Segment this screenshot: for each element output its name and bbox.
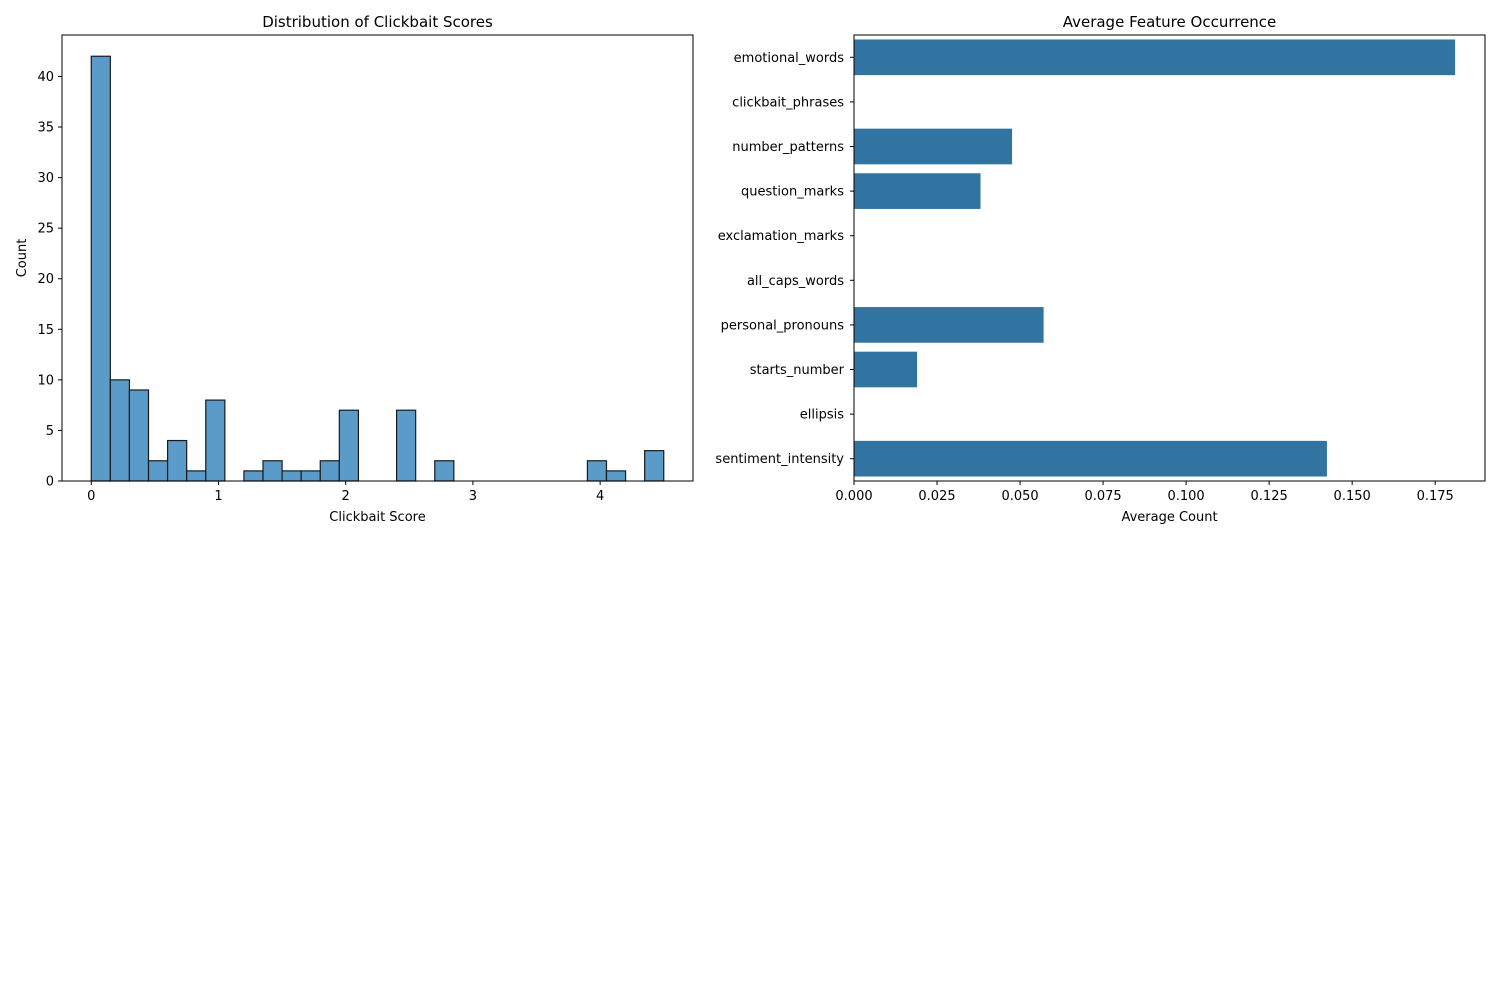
histogram-x-tick-label: 3 <box>469 489 477 504</box>
feature-bar-sentiment-intensity <box>854 440 1327 477</box>
histogram-bar <box>90 55 111 482</box>
histogram-y-tick-label: 10 <box>37 373 54 388</box>
histogram-bar <box>644 450 665 482</box>
histogram-y-tick-label: 0 <box>46 475 54 490</box>
feature-category-label: emotional_words <box>734 51 845 66</box>
histogram-bar <box>605 470 627 482</box>
feature-category-label: personal_pronouns <box>721 318 845 333</box>
feature-x-tick-label: 0.000 <box>835 489 872 504</box>
histogram-y-tick-label: 25 <box>37 222 54 237</box>
feature-category-ticks: emotional_words clickbait_phrases number_p… <box>715 51 854 467</box>
feature-bar-personal-pronouns <box>854 307 1044 343</box>
feature-bar-number-patterns <box>854 128 1013 165</box>
feature-category-label: clickbait_phrases <box>732 95 844 110</box>
histogram-bar <box>109 379 131 482</box>
histogram-axes-frame <box>61 34 694 482</box>
histogram-y-tick-label: 15 <box>37 323 54 338</box>
feature-x-tick-label: 0.150 <box>1334 489 1371 504</box>
histogram-x-tick-label: 1 <box>214 489 222 504</box>
histogram-y-ticks: 0 5 10 15 20 25 30 35 40 <box>37 70 62 490</box>
feature-chart-title: Average Feature Occurrence <box>1063 13 1277 31</box>
histogram-y-axis-label: Count <box>15 239 30 278</box>
clickbait-score-histogram: Distribution of Clickbait Scores 0510152… <box>15 13 694 525</box>
histogram-y-tick-label: 40 <box>37 70 54 85</box>
histogram-bar <box>166 439 188 482</box>
histogram-bar <box>434 460 455 482</box>
feature-x-ticks: 0.000 0.025 0.050 0.075 0.100 0.125 0.150 0.175 <box>835 481 1454 504</box>
histogram-bar <box>281 470 302 482</box>
histogram-bar <box>243 470 264 482</box>
feature-category-label: sentiment_intensity <box>715 452 844 467</box>
histogram-y-tick-label: 30 <box>37 171 54 186</box>
histogram-x-tick-label: 4 <box>596 489 604 504</box>
histogram-x-axis-label: Clickbait Score <box>329 510 425 525</box>
feature-category-label: ellipsis <box>800 408 844 423</box>
histogram-bar <box>147 460 169 482</box>
feature-x-tick-label: 0.100 <box>1167 489 1204 504</box>
feature-category-label: all_caps_words <box>747 274 844 289</box>
feature-category-label: question_marks <box>741 185 844 200</box>
histogram-bar <box>395 409 417 482</box>
histogram-bar <box>586 460 608 482</box>
histogram-bar <box>262 460 283 482</box>
histogram-bar <box>300 470 321 482</box>
feature-x-tick-label: 0.025 <box>918 489 955 504</box>
feature-category-label: exclamation_marks <box>718 229 844 244</box>
histogram-y-tick-label: 5 <box>46 424 54 439</box>
feature-x-axis-label: Average Count <box>1121 510 1217 525</box>
feature-category-label: starts_number <box>750 363 845 378</box>
feature-bar-question-marks <box>854 173 981 209</box>
feature-bar-emotional-words <box>854 39 1456 76</box>
histogram-x-tick-label: 0 <box>87 489 95 504</box>
feature-occurrence-chart: Average Feature Occurrence emotional_wor… <box>715 13 1486 525</box>
histogram-y-tick-label: 35 <box>37 121 54 136</box>
feature-x-tick-label: 0.075 <box>1084 489 1121 504</box>
feature-bar-starts-number <box>854 351 918 388</box>
histogram-bars <box>90 55 665 482</box>
histogram-bar <box>186 470 207 482</box>
feature-x-tick-label: 0.175 <box>1417 489 1454 504</box>
histogram-title: Distribution of Clickbait Scores <box>262 13 493 31</box>
feature-x-tick-label: 0.050 <box>1001 489 1038 504</box>
feature-bars <box>854 39 1456 477</box>
histogram-x-ticks: 0 1 2 3 4 <box>87 481 604 504</box>
feature-axes-frame <box>853 34 1486 482</box>
histogram-bar <box>205 399 226 482</box>
feature-x-tick-label: 0.125 <box>1251 489 1288 504</box>
histogram-bar <box>128 389 150 482</box>
histogram-x-tick-label: 2 <box>342 489 350 504</box>
feature-category-label: number_patterns <box>732 140 844 155</box>
histogram-y-tick-label: 20 <box>37 272 54 287</box>
histogram-bar <box>319 460 340 482</box>
histogram-bar <box>338 409 360 482</box>
